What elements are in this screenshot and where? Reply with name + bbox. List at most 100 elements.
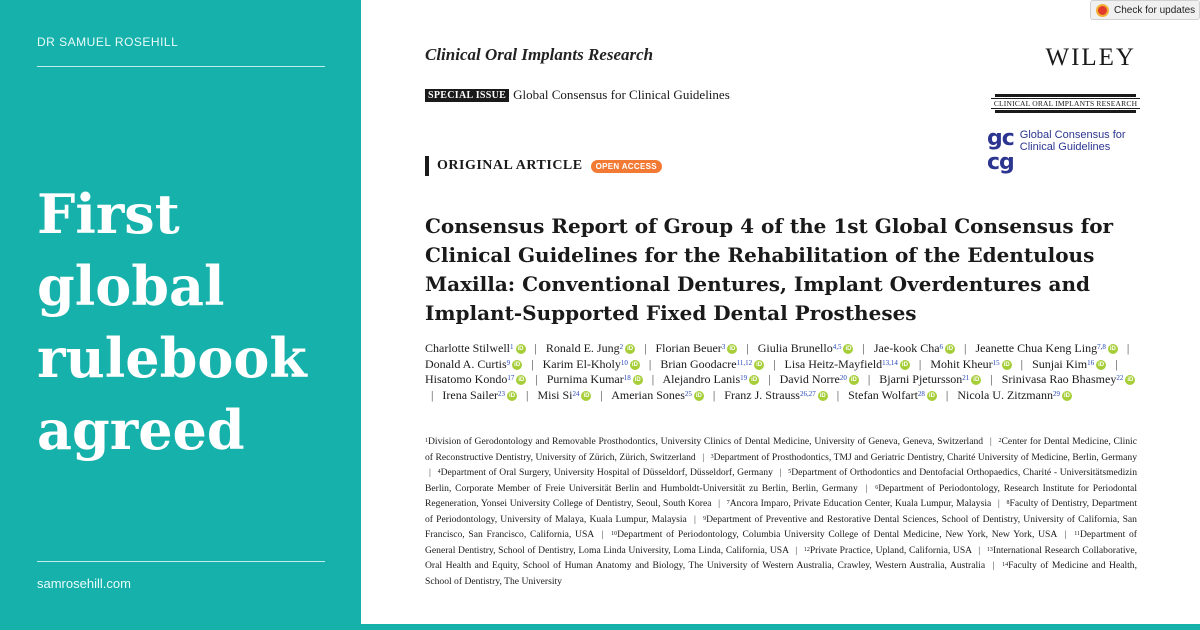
author-affiliation-ref[interactable]: 4,5: [832, 343, 842, 351]
affiliation-number: 1: [425, 438, 428, 444]
author-affiliation-ref[interactable]: 1: [510, 343, 514, 351]
author-affiliation-ref[interactable]: 3: [721, 343, 726, 351]
author-affiliation-ref[interactable]: 26,27: [799, 389, 816, 398]
orcid-icon[interactable]: iD: [817, 390, 828, 401]
author-separator: |: [768, 372, 771, 386]
affiliation-item: 12Private Practice, Upland, California, …: [804, 545, 972, 556]
crossmark-icon: [1096, 3, 1109, 17]
orcid-icon[interactable]: iD: [581, 390, 592, 401]
orcid-icon[interactable]: iD: [899, 359, 910, 370]
affiliation-text: Department of Orthodontics and Dentofaci…: [425, 467, 1137, 494]
author-separator: |: [534, 341, 537, 355]
orcid-icon[interactable]: iD: [945, 344, 956, 355]
author-affiliation-ref[interactable]: 15: [992, 358, 1000, 367]
affiliation-text: Ancora Imparo, Private Education Center,…: [729, 498, 992, 509]
author-affiliation-ref[interactable]: 24: [572, 389, 580, 398]
affiliation-item: 2Center for Dental Medicine, Clinic of R…: [425, 436, 1137, 463]
journal-name: Clinical Oral Implants Research: [425, 45, 654, 64]
orcid-icon[interactable]: iD: [754, 359, 765, 370]
special-issue-line: SPECIAL ISSUE Global Consensus for Clini…: [425, 87, 730, 103]
orcid-icon[interactable]: iD: [848, 375, 859, 386]
gccg-line-2: Clinical Guidelines: [1019, 141, 1111, 153]
author-separator: |: [773, 356, 776, 371]
author: Franz J. Strauss26,27 iD: [724, 387, 828, 402]
author-affiliation-ref[interactable]: 19: [740, 374, 748, 382]
affiliation-item: 11Department of General Dentistry, Schoo…: [425, 529, 1137, 556]
orcid-icon[interactable]: iD: [516, 375, 527, 386]
open-access-badge: OPEN ACCESS: [590, 159, 662, 173]
author: Brian Goodacre11,12 iD: [660, 356, 765, 371]
headline: First global rulebook agreed: [37, 182, 307, 462]
affiliation-separator: |: [795, 544, 798, 556]
author-affiliation-ref[interactable]: 9: [506, 358, 511, 367]
author-affiliation-ref[interactable]: 23: [498, 389, 506, 398]
affiliation-separator: |: [429, 467, 431, 478]
orcid-icon[interactable]: iD: [625, 344, 636, 355]
affiliations: 1Division of Gerodontology and Removable…: [425, 434, 1137, 589]
article-type-bar: [425, 156, 429, 176]
top-divider: [37, 66, 325, 67]
orcid-icon[interactable]: iD: [1125, 375, 1136, 386]
gccg-line-1: Global Consensus for: [1019, 129, 1126, 141]
orcid-icon[interactable]: iD: [1001, 359, 1012, 370]
author-separator: |: [990, 372, 993, 386]
author-affiliation-ref[interactable]: 21: [962, 374, 970, 382]
author-name: Mohit Kheur: [930, 356, 993, 371]
orcid-icon[interactable]: iD: [629, 359, 640, 370]
author-separator: |: [431, 387, 434, 402]
check-updates-button[interactable]: Check for updates: [1090, 0, 1200, 20]
author-affiliation-ref[interactable]: 16: [1087, 358, 1095, 367]
journal-banner-text: CLINICAL ORAL IMPLANTS RESEARCH: [990, 98, 1141, 109]
orcid-icon[interactable]: iD: [843, 344, 854, 355]
author-name: Brian Goodacre: [660, 356, 737, 371]
orcid-icon[interactable]: iD: [507, 390, 518, 401]
author: Irena Sailer23 iD: [442, 388, 518, 402]
author: Donald A. Curtis9 iD: [425, 357, 523, 371]
author-separator: |: [746, 341, 749, 355]
orcid-icon[interactable]: iD: [1107, 344, 1118, 355]
author: Karim El-Kholy10 iD: [543, 357, 640, 371]
orcid-icon[interactable]: iD: [727, 344, 738, 355]
affiliation-text: Department of Oral Surgery, University H…: [440, 467, 773, 478]
author-affiliation-ref[interactable]: 22: [1116, 374, 1124, 382]
author-affiliation-ref[interactable]: 2: [619, 343, 624, 351]
orcid-icon[interactable]: iD: [1096, 359, 1107, 370]
author-name: Bjarni Pjetursson: [879, 372, 963, 386]
site-url[interactable]: samrosehill.com: [37, 576, 131, 591]
orcid-icon[interactable]: iD: [1061, 390, 1072, 401]
author-affiliation-ref[interactable]: 28: [917, 389, 925, 398]
author-affiliation-ref[interactable]: 11,12: [736, 358, 753, 367]
affiliation-separator: |: [702, 451, 705, 463]
author-name: Jae-kook Cha: [873, 341, 940, 355]
affiliation-text: Private Practice, Upland, California, US…: [809, 544, 972, 556]
author-affiliation-ref[interactable]: 6: [939, 343, 944, 351]
orcid-icon[interactable]: iD: [632, 375, 643, 386]
affiliation-number: 7: [726, 500, 730, 506]
author-name: Misi Si: [537, 387, 573, 402]
orcid-icon[interactable]: iD: [971, 375, 982, 386]
orcid-icon[interactable]: iD: [512, 359, 523, 370]
affiliation-separator: |: [693, 513, 696, 525]
author-name: Franz J. Strauss: [724, 387, 800, 402]
author-name: Charlotte Stilwell: [425, 341, 510, 355]
affiliation-text: Faculty of Medicine and Health, School o…: [425, 560, 1137, 587]
author-affiliation-ref[interactable]: 13,14: [882, 358, 898, 367]
author-name: Alejandro Lanis: [662, 372, 741, 386]
orcid-icon[interactable]: iD: [693, 390, 704, 401]
author: Jeanette Chua Keng Ling7,8 iD: [975, 341, 1118, 355]
orcid-icon[interactable]: iD: [926, 390, 937, 401]
author-affiliation-ref[interactable]: 25: [684, 389, 692, 398]
author-affiliation-ref[interactable]: 20: [839, 374, 847, 382]
author-affiliation-ref[interactable]: 29: [1052, 389, 1060, 398]
author-affiliation-ref[interactable]: 18: [623, 374, 631, 382]
author-affiliation-ref[interactable]: 17: [507, 374, 515, 382]
orcid-icon[interactable]: iD: [515, 344, 526, 355]
affiliation-separator: |: [779, 467, 782, 478]
author-separator: |: [862, 341, 865, 355]
author-affiliation-ref[interactable]: 10: [620, 358, 628, 367]
orcid-icon[interactable]: iD: [749, 375, 760, 386]
journal-banner: CLINICAL ORAL IMPLANTS RESEARCH: [990, 94, 1141, 113]
affiliation-item: 3Department of Prosthodontics, TMJ and G…: [711, 452, 1137, 463]
author-affiliation-ref[interactable]: 7,8: [1097, 343, 1106, 351]
author-name: Purnima Kumar: [546, 372, 624, 386]
